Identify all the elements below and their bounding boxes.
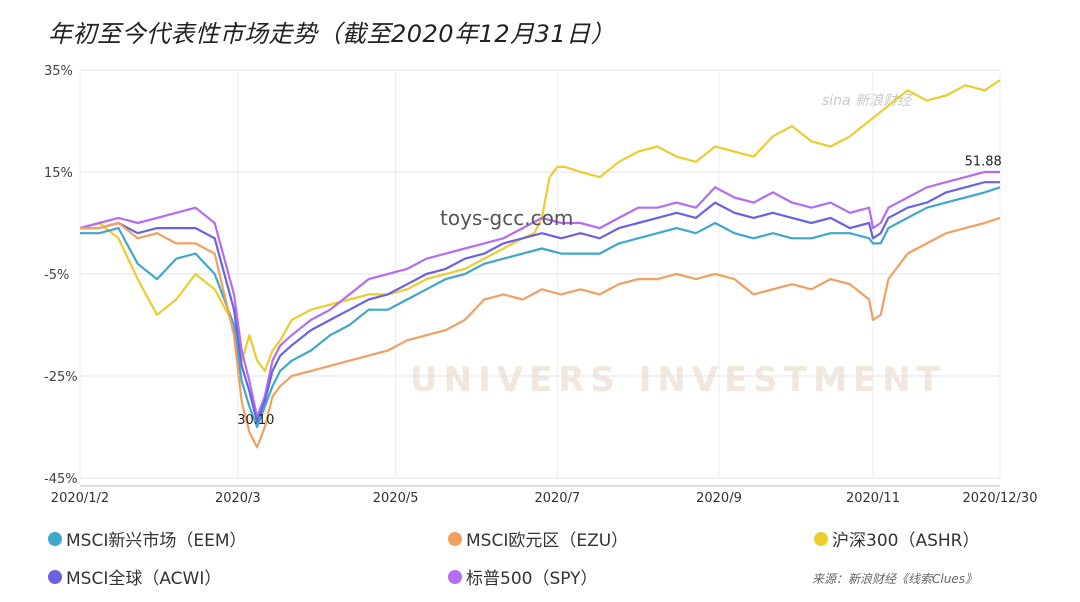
x-tick-label: 2020/12/30 [963,491,1038,506]
background-watermark: UNIVERS INVESTMENT [410,360,946,400]
y-tick-label: 15% [44,166,73,181]
legend-dot-ashr-icon [814,531,828,546]
grid [79,69,1001,479]
y-tick-label: -45% [44,472,78,487]
legend-dot-ezu-icon [448,531,462,546]
y-tick-label: -25% [44,370,78,385]
series-lines [79,79,1001,449]
legend-item-ashr: 沪深300（ASHR） [814,526,979,551]
series-line-acwi [80,181,1000,423]
x-tick-label: 2020/11 [846,491,900,506]
legend-dot-spy-icon [448,569,462,584]
legend-item-ezu: MSCI欧元区（EZU） [448,526,628,551]
legend-dot-acwi-icon [48,569,62,584]
chart-title: 年初至今代表性市场走势（截至2020年12月31日） [48,20,616,48]
x-tick-label: 2020/9 [696,491,742,506]
axes: 35% 15% -5% -25% -45% 2020/1/2 2020/3 2020/5 202… [44,64,1037,506]
x-tick-label: 2020/3 [215,491,261,506]
series-line-ezu [80,216,1001,449]
legend-dot-eem-icon [48,531,62,546]
legend-item-eem: MSCI新兴市场（EEM） [48,526,247,551]
annotations: 30.10 51.88 [237,154,1002,428]
legend-label-acwi: MSCI全球（ACWI） [66,569,222,589]
data-annotation: 51.88 [965,154,1002,169]
legend-label-ashr: 沪深300（ASHR） [832,531,980,551]
data-annotation: 30.10 [237,413,274,428]
legend-label-spy: 标普500（SPY） [466,569,598,589]
source-note: 来源：新浪财经《线索Clues》 [812,572,977,586]
series-line-eem [80,186,1001,429]
legend-label-eem: MSCI新兴市场（EEM） [66,531,247,551]
y-tick-label: -5% [44,268,69,283]
legend-label-ezu: MSCI欧元区（EZU） [466,531,629,551]
y-tick-label: 35% [44,64,73,79]
legend-item-spy: 标普500（SPY） [448,564,598,589]
x-tick-label: 2020/7 [534,491,580,506]
legend-item-acwi: MSCI全球（ACWI） [48,564,221,589]
x-tick-label: 2020/1/2 [51,491,109,506]
x-tick-label: 2020/5 [373,491,419,506]
series-line-spy [79,170,1000,418]
url-watermark: toys-gcc.com [440,206,574,230]
